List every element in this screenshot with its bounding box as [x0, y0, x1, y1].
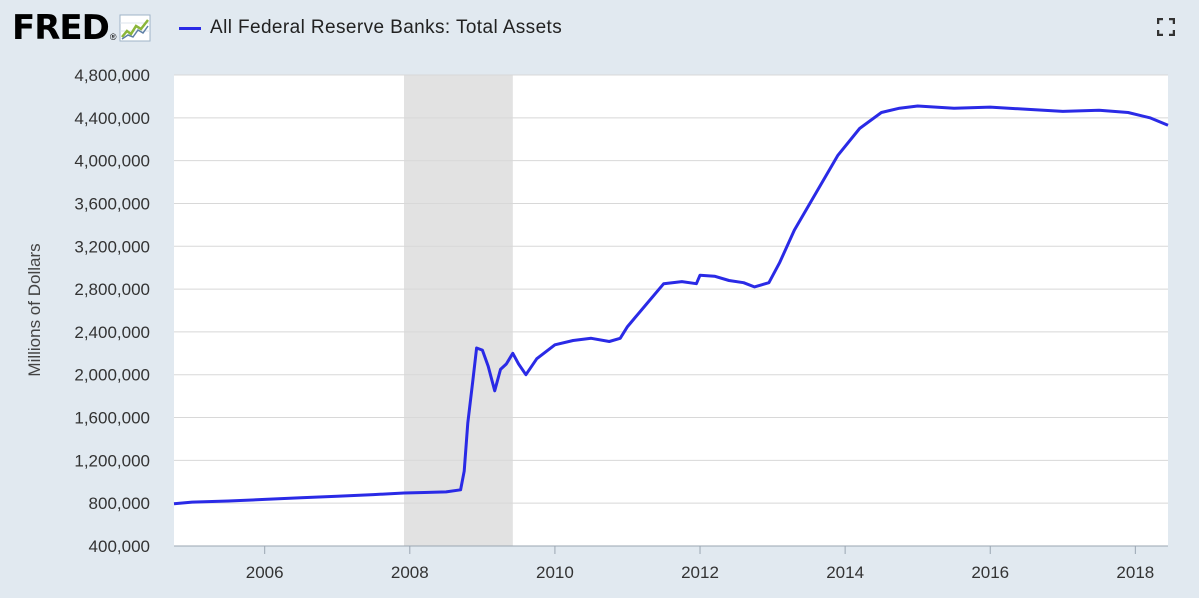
x-tick-label: 2014 [826, 563, 864, 582]
chart-header: FRED ® All Federal Reserve Banks: Total … [0, 0, 1199, 62]
y-tick-label: 2,400,000 [74, 323, 150, 342]
line-graph-icon [119, 14, 150, 42]
x-tick-label: 2016 [971, 563, 1009, 582]
legend[interactable]: All Federal Reserve Banks: Total Assets [179, 17, 562, 39]
y-tick-label: 1,600,000 [74, 409, 150, 428]
legend-label: All Federal Reserve Banks: Total Assets [210, 17, 563, 38]
legend-swatch [179, 26, 201, 30]
fred-logo[interactable]: FRED ® [12, 8, 151, 48]
registered-mark: ® [109, 32, 117, 42]
y-axis-title: Millions of Dollars [25, 243, 44, 376]
y-tick-label: 4,800,000 [74, 66, 150, 85]
x-tick-label: 2010 [536, 563, 574, 582]
y-tick-label: 2,800,000 [74, 280, 150, 299]
logo-text: FRED [12, 8, 110, 48]
series-line-total-assets [173, 104, 1169, 506]
fullscreen-icon[interactable] [1157, 18, 1175, 36]
plot-background [174, 75, 1168, 546]
y-tick-label: 4,400,000 [74, 109, 150, 128]
y-tick-label: 3,600,000 [74, 194, 150, 213]
y-tick-label: 3,200,000 [74, 237, 150, 256]
x-tick-label: 2006 [246, 563, 284, 582]
y-tick-label: 2,000,000 [74, 366, 150, 385]
y-tick-label: 800,000 [89, 494, 150, 513]
x-tick-label: 2018 [1116, 563, 1154, 582]
x-tick-label: 2008 [391, 563, 429, 582]
y-tick-label: 400,000 [89, 537, 150, 556]
recession-shading [403, 75, 513, 546]
x-tick-label: 2012 [681, 563, 719, 582]
y-tick-label: 4,000,000 [74, 152, 150, 171]
y-tick-label: 1,200,000 [74, 451, 150, 470]
